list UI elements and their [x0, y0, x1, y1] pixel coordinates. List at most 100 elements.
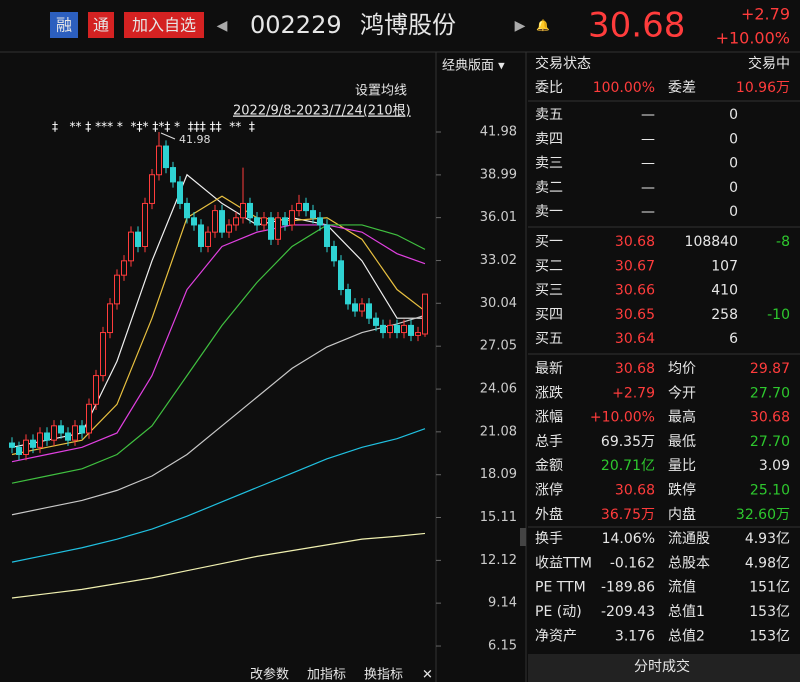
stat-label: 均价: [668, 361, 696, 377]
ma-line: [11, 428, 426, 563]
stat-value: 3.176: [615, 628, 655, 644]
candle-body: [254, 217, 260, 226]
add-watchlist[interactable]: 加入自选: [132, 16, 196, 35]
status: 交易中: [748, 55, 790, 72]
stat-label: 涨停: [535, 482, 563, 499]
order-price: 30.64: [615, 331, 655, 347]
stat-value: 151亿: [749, 580, 790, 596]
badge[interactable]: 融: [56, 16, 72, 35]
order-volume: 0: [729, 204, 738, 220]
candle-body: [30, 439, 36, 448]
collapse-handle[interactable]: [520, 528, 526, 546]
order-label: 买一: [535, 234, 563, 250]
candle-body: [415, 332, 421, 336]
next[interactable]: ▶: [515, 18, 526, 34]
order-price: —: [641, 180, 655, 196]
candle-body: [268, 217, 274, 240]
prev[interactable]: ◀: [217, 18, 228, 34]
candle-body: [310, 210, 316, 219]
stat-value: 36.75万: [601, 507, 655, 523]
candle-body: [121, 260, 127, 276]
y-tick-label: 15.11: [480, 510, 517, 525]
stat-value: 32.60万: [736, 507, 790, 523]
candle-body: [212, 210, 218, 233]
stat-label: 总股本: [668, 555, 710, 571]
event-markers: ‡ ** ‡ *** * *‡* ‡*‡ * ‡‡‡ ‡‡ ** ‡: [52, 120, 255, 134]
order-volume: 6: [729, 331, 738, 347]
stat-value: 153亿: [749, 628, 790, 644]
tool[interactable]: 加指标: [307, 668, 346, 682]
change: +2.79: [741, 5, 790, 24]
candle-body: [282, 217, 288, 226]
stat-value: 14.06%: [602, 531, 655, 547]
stat-label: 收益TTM: [535, 555, 592, 571]
order-label: 买五: [535, 331, 563, 347]
bell[interactable]: 🔔: [536, 19, 550, 32]
candle-body: [163, 145, 169, 169]
candle-body: [9, 442, 15, 448]
order-price: 30.68: [615, 234, 655, 250]
order-label: 卖四: [535, 131, 563, 147]
order-volume: 0: [729, 107, 738, 123]
candle-body: [219, 210, 225, 233]
ma-setting[interactable]: 设置均线: [355, 84, 407, 99]
order-label: 卖二: [535, 180, 563, 196]
candle-body: [408, 324, 414, 336]
y-tick-label: 41.98: [480, 124, 517, 139]
badge-bg: [88, 12, 114, 38]
stat-label: PE (动): [535, 604, 582, 620]
candle-body: [72, 425, 78, 441]
value: 10.96万: [736, 80, 790, 96]
stat-value: +10.00%: [590, 410, 655, 426]
order-price: —: [641, 204, 655, 220]
candle-body: [373, 317, 379, 326]
candle-body: [401, 324, 407, 334]
order-label: 卖三: [535, 156, 563, 172]
stat-value: -209.43: [601, 604, 655, 620]
footer-tab[interactable]: 分时成交: [634, 658, 690, 675]
order-change: -10: [767, 307, 790, 323]
stat-value: 30.68: [615, 483, 655, 499]
order-label: 卖五: [535, 107, 563, 123]
stat-value: 69.35万: [601, 434, 655, 450]
candle-body: [198, 224, 204, 247]
ma-line: [11, 224, 426, 484]
candle-body: [240, 202, 246, 219]
candle-body: [205, 231, 211, 247]
stat-label: 最新: [535, 361, 563, 377]
candle-body: [128, 231, 134, 262]
badge[interactable]: 通: [93, 16, 109, 35]
order-price: 30.67: [615, 258, 655, 274]
candle-body: [177, 181, 183, 204]
candle-body: [184, 202, 190, 219]
stat-label: 总值1: [668, 604, 705, 620]
order-price: 30.66: [615, 283, 655, 299]
order-volume: 258: [711, 307, 738, 323]
stat-label: 净资产: [535, 628, 577, 644]
layout-menu[interactable]: 经典版面 ▾: [442, 59, 505, 74]
tool[interactable]: 换指标: [364, 668, 403, 682]
stat-label: 外盘: [535, 506, 563, 523]
order-volume: 410: [711, 283, 738, 299]
footer-bg: [528, 654, 800, 682]
candle-body: [135, 231, 141, 247]
candle-body: [23, 439, 29, 456]
order-price: 30.65: [615, 307, 655, 323]
y-tick-label: 12.12: [480, 553, 517, 568]
stat-value: 153亿: [749, 604, 790, 620]
close[interactable]: ✕: [422, 668, 433, 682]
order-price: —: [641, 107, 655, 123]
tool[interactable]: 改参数: [250, 667, 289, 682]
candle-body: [275, 217, 281, 240]
stat-label: 涨幅: [535, 410, 563, 426]
candle-body: [394, 324, 400, 334]
stat-value: 30.68: [750, 410, 790, 426]
candle-body: [170, 167, 176, 183]
ma-line: [11, 314, 426, 516]
order-volume: 0: [729, 180, 738, 196]
stat-value: 4.93亿: [745, 531, 790, 547]
stock-name: 鸿博股份: [360, 11, 456, 39]
candle-body: [142, 202, 148, 247]
